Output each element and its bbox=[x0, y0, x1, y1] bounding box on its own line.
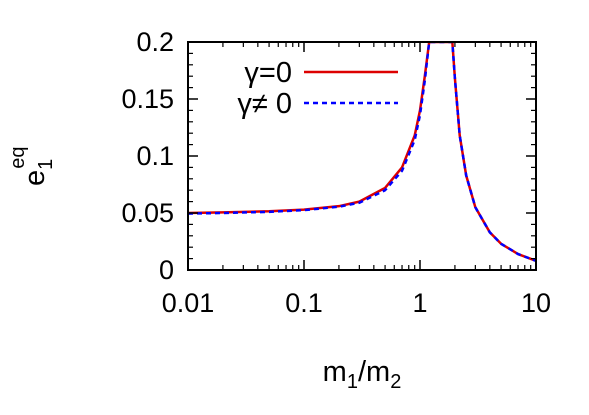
plot-border bbox=[187, 41, 537, 271]
tick-labels: 0 0.05 0.1 0.15 0.2 0.01 0.1 1 10 bbox=[121, 27, 551, 318]
series-line-1 bbox=[188, 42, 536, 263]
tick-marks bbox=[187, 41, 537, 271]
y-tick-label: 0.1 bbox=[136, 141, 174, 171]
series-line-2 bbox=[188, 42, 536, 263]
x-tick-label: 1 bbox=[412, 288, 427, 318]
y-tick-label: 0 bbox=[159, 255, 174, 285]
y-tick-label: 0.05 bbox=[121, 198, 174, 228]
y-tick-label: 0.15 bbox=[121, 84, 174, 114]
y-axis-title: e1eq bbox=[7, 146, 57, 186]
svg-text:e1eq: e1eq bbox=[7, 146, 57, 186]
x-axis-title: m1/m2 bbox=[323, 356, 402, 393]
plot-frame bbox=[187, 41, 537, 271]
y-tick-label: 0.2 bbox=[136, 27, 174, 57]
x-tick-label: 0.1 bbox=[285, 288, 323, 318]
x-tick-label: 0.01 bbox=[162, 288, 215, 318]
x-tick-label: 10 bbox=[521, 288, 551, 318]
legend-label-2: γ≠ 0 bbox=[237, 88, 292, 120]
legend-label-1: γ=0 bbox=[244, 57, 292, 89]
legend: γ=0γ≠ 0 bbox=[237, 57, 398, 120]
plot-curves bbox=[188, 42, 536, 263]
